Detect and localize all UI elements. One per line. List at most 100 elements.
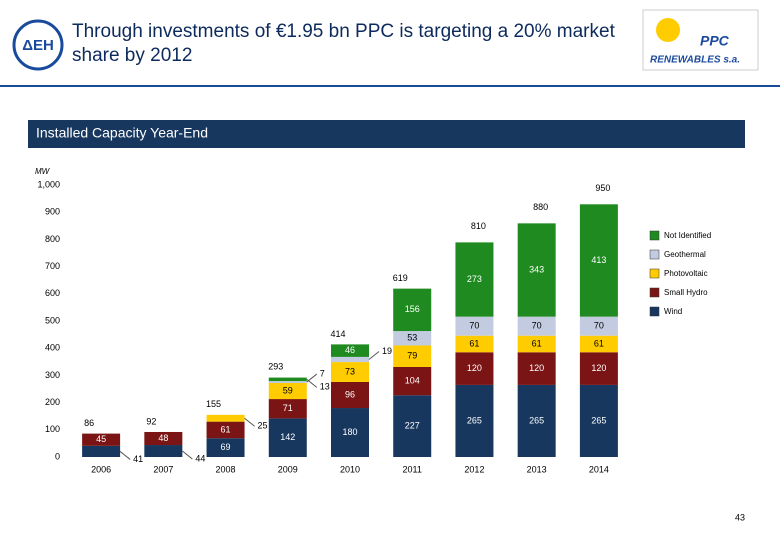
bar-segment (455, 316, 494, 336)
bar-segment (331, 344, 369, 357)
bar-segment (517, 335, 556, 353)
bar-segment (144, 445, 183, 457)
data-label: 61 (221, 424, 231, 434)
data-label: 71 (283, 403, 293, 413)
bar-segment (268, 399, 307, 419)
data-label: 265 (467, 415, 482, 425)
bar-segment (517, 384, 556, 457)
total-label: 92 (146, 416, 156, 426)
data-label: 70 (594, 321, 604, 331)
data-label: 79 (407, 351, 417, 361)
y-tick-label: 800 (45, 234, 60, 244)
bar-segment (331, 356, 369, 363)
data-label: 44 (195, 453, 205, 463)
bar-segment (393, 345, 432, 367)
data-label: 59 (283, 385, 293, 395)
data-label: 180 (342, 427, 357, 437)
y-tick-label: 1,000 (37, 179, 60, 189)
legend-swatch (649, 287, 660, 298)
y-tick-label: 400 (45, 343, 60, 353)
x-tick-label: 2013 (527, 464, 547, 474)
data-label: 46 (345, 345, 355, 355)
y-tick-label: 500 (45, 315, 60, 325)
bar-segment (393, 288, 432, 332)
bar-segment (393, 331, 432, 346)
data-label: 156 (405, 304, 420, 314)
leader-line (119, 451, 131, 460)
data-label: 13 (320, 382, 330, 392)
data-label: 265 (529, 415, 544, 425)
bar-segment (455, 352, 494, 385)
legend-swatch (649, 249, 660, 260)
bar-segment (393, 366, 432, 396)
data-label: 73 (345, 366, 355, 376)
data-label: 70 (532, 321, 542, 331)
page-number: 43 (735, 512, 745, 522)
data-label: 41 (133, 454, 143, 464)
bar-segment (579, 335, 618, 353)
data-label: 45 (96, 434, 106, 444)
x-tick-label: 2014 (589, 464, 609, 474)
logo-right-top: PPC (700, 33, 730, 49)
total-label: 86 (84, 418, 94, 428)
logo-right-bottom: RENEWABLES s.a. (650, 55, 740, 66)
y-tick-label: 700 (45, 261, 60, 271)
legend-label: Small Hydro (664, 288, 708, 297)
data-label: 48 (158, 433, 168, 443)
legend-swatch (649, 306, 660, 317)
data-label: 343 (529, 264, 544, 274)
x-tick-label: 2007 (153, 464, 173, 474)
bar-segment (517, 223, 556, 317)
bar-segment (82, 445, 121, 457)
x-tick-label: 2009 (278, 464, 298, 474)
leader-line (182, 450, 193, 460)
section-label: Installed Capacity Year-End (36, 125, 208, 141)
total-label: 155 (206, 399, 221, 409)
bar-segment (331, 381, 369, 409)
legend-label: Geothermal (664, 250, 706, 259)
data-label: 273 (467, 274, 482, 284)
logo-ring (12, 19, 64, 71)
logo-left: ΔΕΗ (22, 37, 54, 54)
y-tick-label: 600 (45, 288, 60, 298)
legend-label: Not Identified (664, 231, 711, 240)
y-axis-label: MW (35, 167, 51, 176)
bar-segment (268, 383, 307, 400)
slide-title: Through investments of €1.95 bn PPC is t… (72, 21, 615, 66)
x-tick-label: 2010 (340, 464, 360, 474)
bar-segment (144, 431, 183, 446)
data-label: 70 (469, 321, 479, 331)
x-tick-label: 2006 (91, 464, 111, 474)
data-label: 142 (280, 432, 295, 442)
bar-segment (393, 395, 432, 457)
legend-label: Photovoltaic (664, 269, 708, 278)
y-tick-label: 0 (55, 451, 60, 461)
bar-segment (268, 418, 307, 457)
data-label: 120 (467, 363, 482, 373)
data-label: 120 (529, 363, 544, 373)
bar-segment (455, 242, 494, 317)
legend-label: Wind (664, 307, 682, 316)
bar-segment (331, 408, 369, 457)
leader-line (368, 351, 380, 360)
bar-segment (82, 433, 121, 446)
section-bar (28, 120, 745, 148)
bar-segment (579, 316, 618, 336)
data-label: 96 (345, 389, 355, 399)
data-label: 265 (591, 415, 606, 425)
total-label: 950 (595, 183, 610, 193)
bar-segment (579, 204, 618, 317)
leader-line (244, 417, 255, 427)
x-tick-label: 2012 (464, 464, 484, 474)
data-label: 61 (532, 338, 542, 348)
data-label: 53 (407, 333, 417, 343)
data-label: 104 (405, 375, 420, 385)
bar-segment (579, 384, 618, 457)
total-label: 293 (268, 362, 283, 372)
bar-segment (206, 421, 245, 439)
total-label: 880 (533, 202, 548, 212)
x-tick-label: 2008 (216, 464, 236, 474)
y-tick-label: 100 (45, 424, 60, 434)
bar-segment (331, 362, 369, 382)
